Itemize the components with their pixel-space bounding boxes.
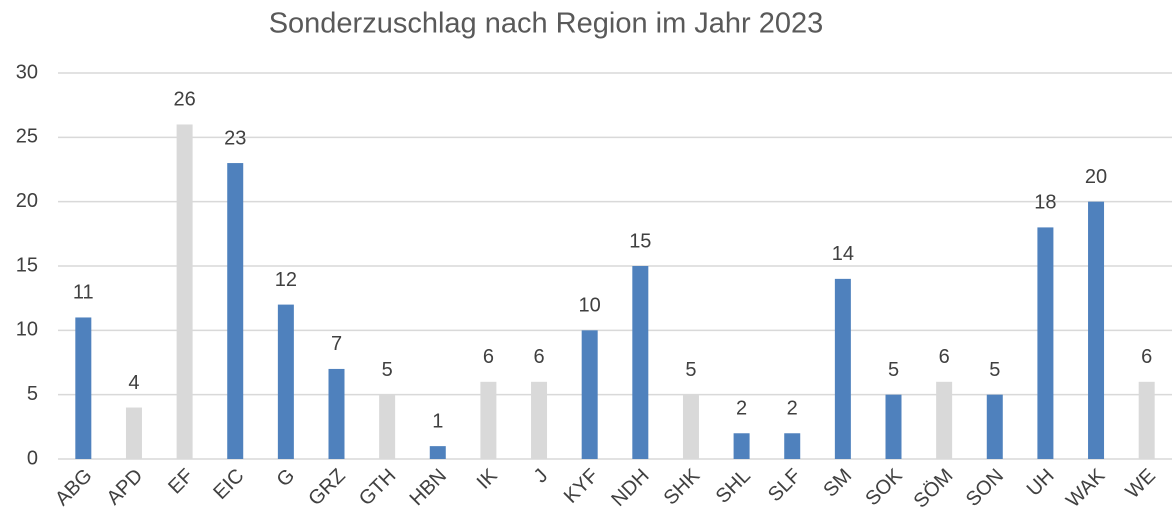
- x-tick-label: J: [530, 465, 553, 488]
- bar: [277, 304, 294, 459]
- data-label: 5: [382, 359, 393, 381]
- x-tick-label: WE: [1122, 465, 1160, 503]
- x-tick-label: SÖM: [910, 465, 958, 513]
- data-label: 26: [173, 89, 195, 111]
- x-tick-label: GRZ: [304, 465, 349, 510]
- bar: [176, 124, 193, 459]
- data-label: 2: [736, 398, 747, 420]
- y-tick-label: 15: [16, 254, 38, 276]
- bar: [429, 446, 446, 459]
- bar: [227, 163, 244, 460]
- data-label: 23: [224, 127, 246, 149]
- data-label: 18: [1034, 192, 1056, 214]
- x-tick-label: SON: [962, 465, 1008, 511]
- x-tick-label: EF: [164, 465, 198, 499]
- bar: [986, 394, 1003, 459]
- bar: [632, 266, 649, 459]
- x-tick-label: HBN: [406, 465, 451, 510]
- bar: [834, 278, 851, 459]
- data-label: 2: [787, 398, 798, 420]
- x-tick-label: SHL: [712, 465, 755, 508]
- data-label: 15: [629, 230, 651, 252]
- bar: [125, 407, 142, 459]
- x-tick-label: APD: [103, 465, 148, 510]
- y-tick-label: 20: [16, 190, 38, 212]
- data-label: 6: [939, 346, 950, 368]
- data-label: 6: [533, 346, 544, 368]
- x-tick-label: NDH: [607, 465, 653, 511]
- bar: [480, 381, 497, 459]
- data-label: 1: [432, 410, 443, 432]
- y-tick-label: 30: [16, 61, 38, 83]
- chart-title: Sonderzuschlag nach Region im Jahr 2023: [269, 8, 824, 40]
- data-label: 20: [1085, 166, 1107, 188]
- y-tick-label: 5: [27, 383, 38, 405]
- bar: [733, 433, 750, 459]
- y-tick-label: 0: [27, 447, 38, 469]
- bar: [1088, 201, 1105, 459]
- data-label: 10: [579, 295, 601, 317]
- bar: [885, 394, 902, 459]
- x-tick-label: EIC: [209, 465, 248, 504]
- x-tick-label: SHK: [660, 464, 705, 509]
- data-label: 4: [128, 372, 139, 394]
- x-tick-label: SM: [819, 465, 856, 502]
- y-tick-label: 25: [16, 126, 38, 148]
- x-tick-label: UH: [1023, 465, 1059, 501]
- bar: [682, 394, 699, 459]
- data-label: 5: [989, 359, 1000, 381]
- data-label: 5: [685, 359, 696, 381]
- data-label: 6: [483, 346, 494, 368]
- x-tick-label: GTH: [355, 465, 400, 510]
- bar: [1138, 381, 1155, 459]
- bar: [379, 394, 396, 459]
- data-label: 7: [331, 333, 342, 355]
- bar: [328, 368, 345, 459]
- data-label: 6: [1141, 346, 1152, 368]
- bar: [531, 381, 548, 459]
- x-tick-label: SLF: [764, 465, 805, 506]
- bar: [936, 381, 953, 459]
- bar: [581, 330, 598, 459]
- bar: [75, 317, 92, 459]
- x-tick-label: ABG: [51, 465, 96, 510]
- data-label: 14: [832, 243, 854, 265]
- x-tick-label: G: [273, 465, 300, 492]
- x-tick-label: KYF: [560, 465, 603, 508]
- data-label: 11: [73, 282, 94, 304]
- x-tick-label: WAK: [1062, 464, 1110, 512]
- bar: [784, 433, 801, 459]
- x-tick-label: SOK: [861, 464, 907, 510]
- y-tick-label: 10: [16, 319, 38, 341]
- bar: [1037, 227, 1054, 459]
- data-label: 5: [888, 359, 899, 381]
- x-tick-label: IK: [473, 464, 502, 493]
- data-label: 12: [275, 269, 297, 291]
